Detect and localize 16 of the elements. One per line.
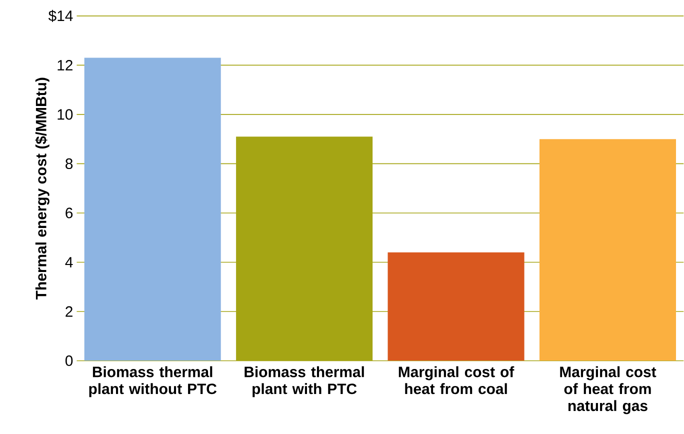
y-tick-label: 2 (66, 306, 72, 316)
y-tick-label: 12 (58, 60, 72, 70)
y-tick-label: $14 (48, 10, 73, 22)
x-tick-label: Marginal cost of heat from coal (398, 366, 514, 394)
y-tick-label: 0 (65, 355, 73, 366)
y-axis-title: Thermal energy cost ($/MMBtu) (35, 78, 50, 300)
bar (388, 252, 524, 360)
bar (539, 138, 676, 360)
y-tick-label: 10 (58, 108, 73, 120)
bar (84, 58, 221, 360)
x-tick-label: Biomass thermal plant with PTC (244, 366, 364, 397)
x-tick-label: Marginal cost of heat from natural gas (560, 366, 656, 414)
y-tick-label: 6 (66, 207, 73, 218)
y-tick-label: 8 (66, 158, 73, 169)
y-tick-label: 4 (65, 256, 73, 268)
x-tick-label: Biomass thermal plant without PTC (89, 366, 217, 397)
